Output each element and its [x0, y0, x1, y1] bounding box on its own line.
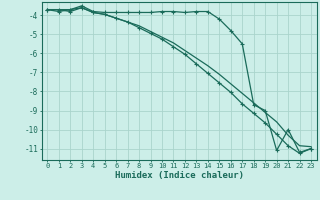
X-axis label: Humidex (Indice chaleur): Humidex (Indice chaleur) [115, 171, 244, 180]
